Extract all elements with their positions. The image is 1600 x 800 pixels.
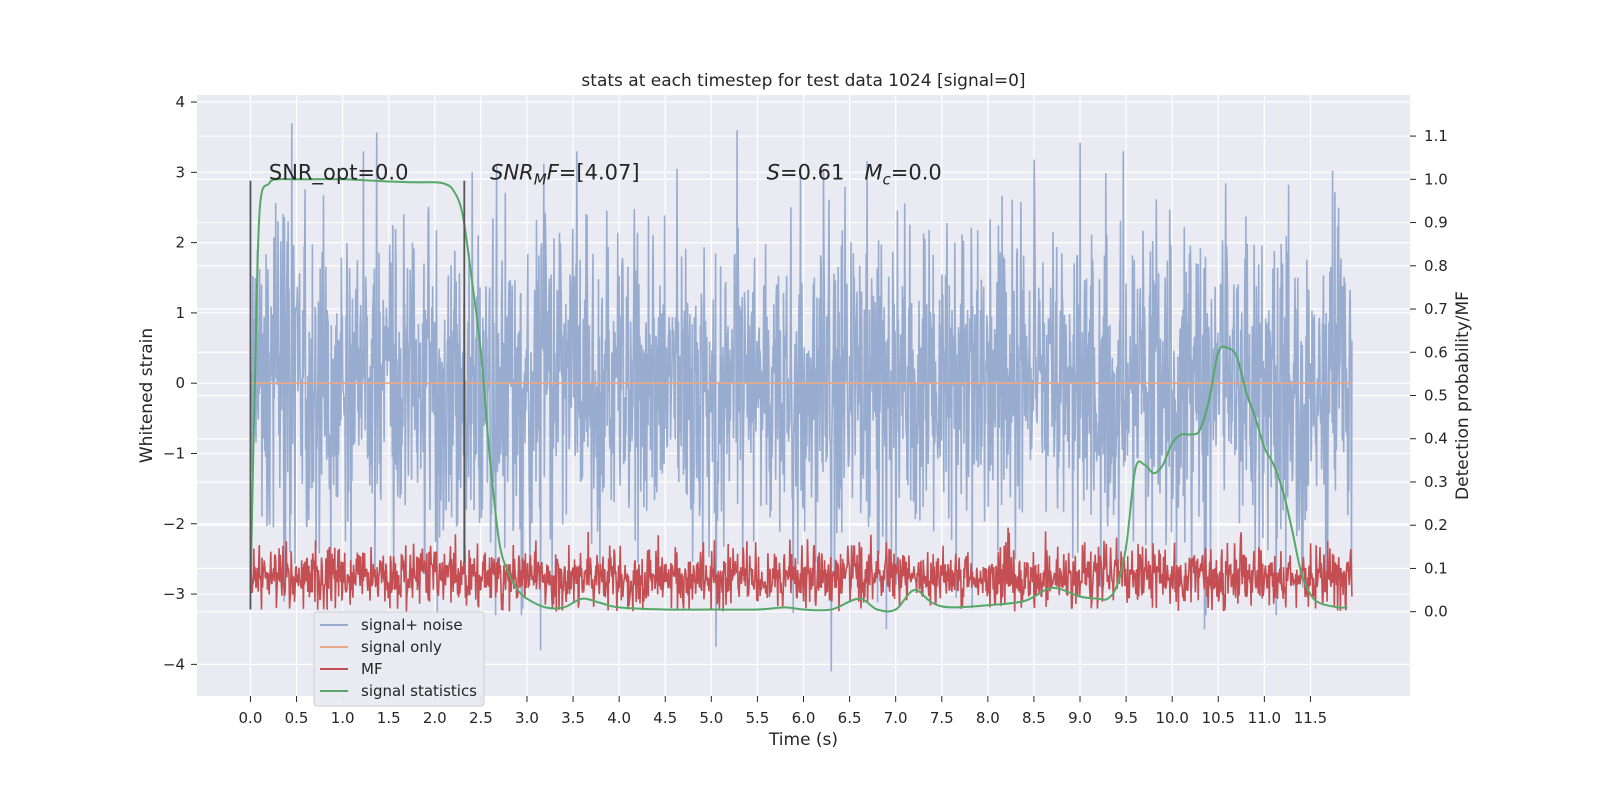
x-tick-label: 9.0: [1068, 709, 1092, 727]
annotation-part: =0.0: [891, 160, 942, 184]
annotation-part: =[4.07]: [559, 160, 640, 184]
y2-tick-label: 0.3: [1424, 473, 1448, 491]
vertical-markers: [249, 180, 466, 610]
y2-tick-label: 0.6: [1424, 343, 1448, 361]
x-tick-label: 11.5: [1294, 709, 1327, 727]
annotation-2: S=0.61 Mc=0.0: [767, 160, 942, 188]
x-tick-label: 10.5: [1202, 709, 1235, 727]
y-tick-label: 0: [175, 374, 185, 392]
y-tick-label: 4: [175, 93, 185, 111]
x-axis-label: Time (s): [768, 730, 838, 750]
legend-entry: MF: [361, 660, 383, 678]
legend-entry: signal+ noise: [361, 616, 463, 634]
x-tick-label: 3.0: [515, 709, 539, 727]
y2-tick-label: 0.8: [1424, 257, 1448, 275]
annotation-part: c: [882, 170, 891, 188]
axes: 0.0 0.5 1.0 1.5 2.0 2.5 3.0 3.5 4.0 4.5 5.0 5.5 6.0 6…: [163, 93, 1448, 727]
x-tick-label: 8.5: [1022, 709, 1046, 727]
y-tick-label: 3: [175, 163, 185, 181]
annotations: SNR_opt=0.0 SNRMF=[4.07] S=0.61 Mc=0.0: [269, 160, 942, 188]
y2-axis-label: Detection probability/MF: [1453, 291, 1473, 500]
x-tick-label: 10.0: [1155, 709, 1188, 727]
y-tick-label: 2: [175, 234, 185, 252]
annotation-part: F: [547, 160, 560, 184]
annotation-part: S: [767, 160, 780, 184]
y-axis-label: Whitened strain: [137, 328, 157, 463]
x-tick-label: 4.0: [607, 709, 631, 727]
x-tick-label: 0.5: [285, 709, 309, 727]
x-tick-label: 1.5: [377, 709, 401, 727]
y2-tick-label: 0.7: [1424, 300, 1448, 318]
x-tick-label: 9.5: [1114, 709, 1138, 727]
x-tick-label: 8.0: [976, 709, 1000, 727]
x-tick-label: 4.5: [653, 709, 677, 727]
series-mf: [249, 527, 1353, 612]
annotation-part: M: [534, 170, 547, 188]
y2-tick-label: 0.2: [1424, 516, 1448, 534]
x-tick-label: 6.0: [792, 709, 816, 727]
series-layer: [249, 123, 1353, 672]
chart-title: stats at each timestep for test data 102…: [581, 71, 1025, 91]
y-tick-label: −3: [163, 585, 185, 603]
legend-entry: signal statistics: [361, 682, 477, 700]
annotation-1: SNRMF=[4.07]: [490, 160, 639, 188]
series-signal-statistics: [249, 177, 1348, 613]
y2-tick-label: 1.1: [1424, 127, 1448, 145]
x-tick-label: 7.0: [884, 709, 908, 727]
x-tick-label: 3.5: [561, 709, 585, 727]
y-tick-label: −4: [163, 655, 185, 673]
legend: signal+ noise signal only MF signal statist…: [313, 611, 485, 707]
y2-tick-label: 0.0: [1424, 603, 1448, 621]
legend-entry: signal only: [361, 638, 442, 656]
x-tick-label: 2.5: [469, 709, 493, 727]
x-tick-label: 1.0: [331, 709, 355, 727]
annotation-part: SNR: [490, 160, 534, 184]
y2-tick-label: 0.4: [1424, 430, 1448, 448]
legend-box: [313, 611, 485, 707]
y2-tick-label: 0.5: [1424, 387, 1448, 405]
x-tick-label: 0.0: [239, 709, 263, 727]
x-tick-label: 6.5: [838, 709, 862, 727]
annotation-part: =0.61: [780, 160, 864, 184]
y-tick-label: −2: [163, 515, 185, 533]
x-tick-label: 5.0: [699, 709, 723, 727]
annotation-0: SNR_opt=0.0: [269, 160, 409, 185]
y2-tick-label: 0.1: [1424, 559, 1448, 577]
y2-tick-label: 0.9: [1424, 214, 1448, 232]
annotation-part: M: [864, 160, 882, 184]
y-tick-label: 1: [175, 304, 185, 322]
series-signal-noise: [249, 123, 1353, 672]
x-tick-label: 11.0: [1248, 709, 1281, 727]
x-tick-label: 2.0: [423, 709, 447, 727]
y-tick-label: −1: [163, 444, 185, 462]
x-tick-label: 5.5: [745, 709, 769, 727]
x-tick-label: 7.5: [930, 709, 954, 727]
y2-tick-label: 1.0: [1424, 170, 1448, 188]
